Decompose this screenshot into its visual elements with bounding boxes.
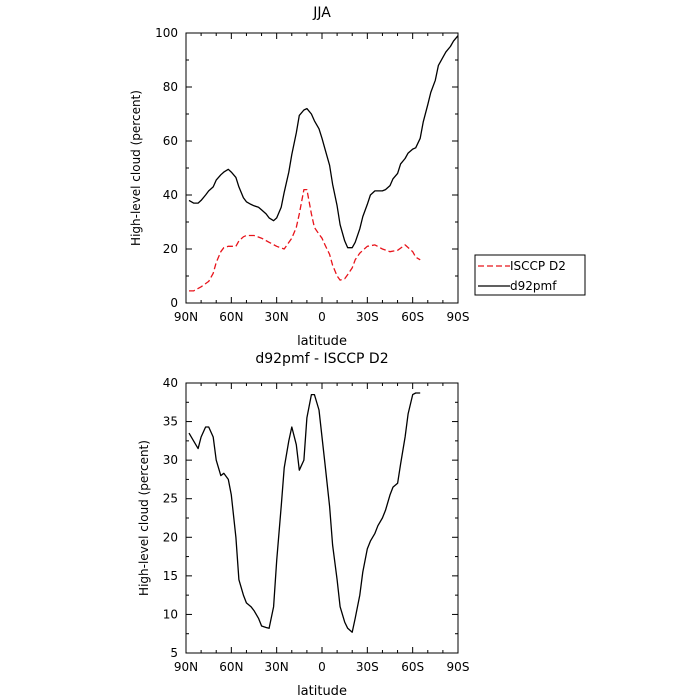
top-x-tick-label: 30S bbox=[356, 310, 379, 324]
bottom-chart-frame bbox=[185, 382, 459, 654]
top-chart-series bbox=[188, 35, 459, 292]
legend: ISCCP D2 d92pmf bbox=[474, 254, 586, 296]
bottom-y-tick-label: 35 bbox=[163, 415, 178, 429]
legend-label-d92pmf: d92pmf bbox=[510, 279, 557, 293]
top-chart-frame bbox=[185, 32, 459, 304]
bottom-y-tick-label: 20 bbox=[163, 530, 178, 544]
top-y-tick-label: 40 bbox=[163, 188, 178, 202]
bottom-x-tick-label: 90N bbox=[174, 660, 198, 674]
top-x-tick-label: 0 bbox=[318, 310, 326, 324]
bottom-x-tick-label: 0 bbox=[318, 660, 326, 674]
top-x-tick-label: 90S bbox=[447, 310, 470, 324]
top-y-tick-label: 20 bbox=[163, 242, 178, 256]
bottom-y-tick-label: 10 bbox=[163, 607, 178, 621]
bottom-y-tick-label: 15 bbox=[163, 569, 178, 583]
bottom-x-tick-label: 60S bbox=[401, 660, 424, 674]
top-chart-ylabel: High-level cloud (percent) bbox=[129, 90, 143, 246]
bottom-x-tick-label: 30N bbox=[265, 660, 289, 674]
bottom-series-line-0 bbox=[188, 392, 421, 633]
legend-box bbox=[474, 254, 586, 296]
bottom-chart-xlabel: latitude bbox=[297, 684, 347, 699]
top-chart-xlabel: latitude bbox=[297, 334, 347, 349]
top-x-tick-label: 60S bbox=[401, 310, 424, 324]
top-chart-title: JJA bbox=[312, 5, 331, 21]
bottom-y-tick-label: 5 bbox=[170, 646, 178, 660]
bottom-x-tick-label: 60N bbox=[219, 660, 243, 674]
legend-label-isccp: ISCCP D2 bbox=[510, 259, 566, 273]
top-x-tick-label: 30N bbox=[265, 310, 289, 324]
bottom-y-tick-label: 30 bbox=[163, 453, 178, 467]
bottom-y-tick-label: 25 bbox=[163, 492, 178, 506]
bottom-chart: d92pmf - ISCCP D2 90N 60N 30N 0 30S 60S 90S 5 10… bbox=[137, 351, 469, 699]
top-y-tick-label: 60 bbox=[163, 134, 178, 148]
top-series-line-d92pmf bbox=[188, 35, 459, 249]
bottom-x-tick-label: 90S bbox=[447, 660, 470, 674]
bottom-chart-series bbox=[188, 392, 421, 633]
bottom-x-tick-label: 30S bbox=[356, 660, 379, 674]
top-chart-ticks: 90N 60N 30N 0 30S 60S 90S 0 20 40 60 80 100 bbox=[155, 26, 469, 324]
top-y-tick-label: 100 bbox=[155, 26, 178, 40]
top-x-tick-label: 60N bbox=[219, 310, 243, 324]
top-x-tick-label: 90N bbox=[174, 310, 198, 324]
top-chart: JJA 90N 60N 30N 0 30S 60S 90S 0 20 40 60 80 100 lati… bbox=[129, 5, 586, 349]
top-y-tick-label: 0 bbox=[170, 296, 178, 310]
top-y-tick-label: 80 bbox=[163, 80, 178, 94]
bottom-y-tick-label: 40 bbox=[163, 376, 178, 390]
bottom-chart-ylabel: High-level cloud (percent) bbox=[137, 440, 151, 596]
bottom-chart-ticks: 90N 60N 30N 0 30S 60S 90S 5 10 15 20 25 30 35 40 bbox=[163, 376, 470, 674]
bottom-chart-title: d92pmf - ISCCP D2 bbox=[255, 351, 388, 367]
top-series-line-isccp-d2 bbox=[189, 188, 421, 292]
